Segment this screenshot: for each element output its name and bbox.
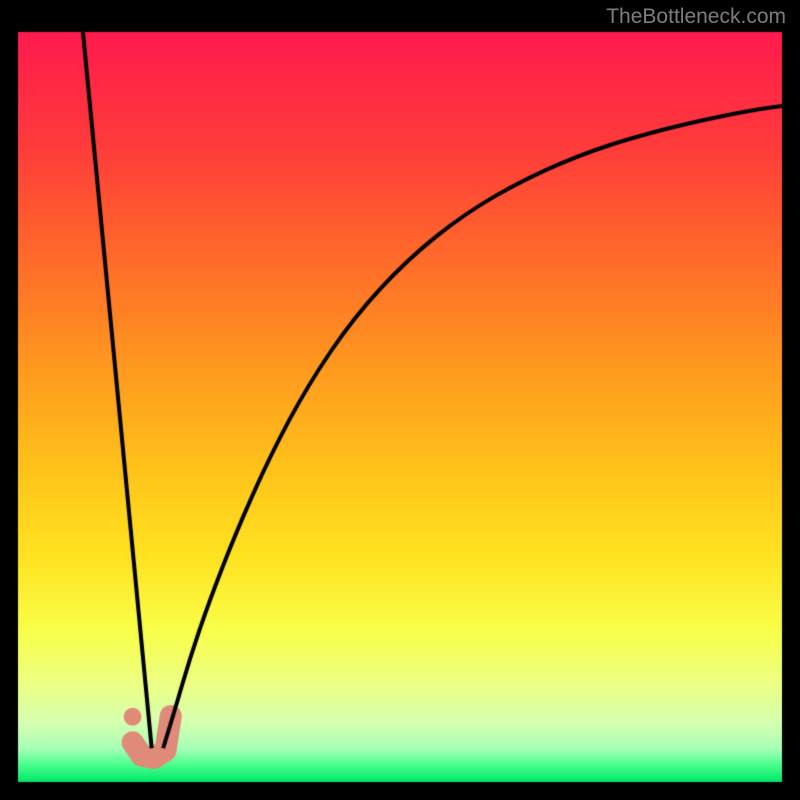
bottleneck-curve <box>0 0 800 800</box>
watermark-text: TheBottleneck.com <box>606 5 786 29</box>
chart-root: TheBottleneck.com <box>0 0 800 800</box>
